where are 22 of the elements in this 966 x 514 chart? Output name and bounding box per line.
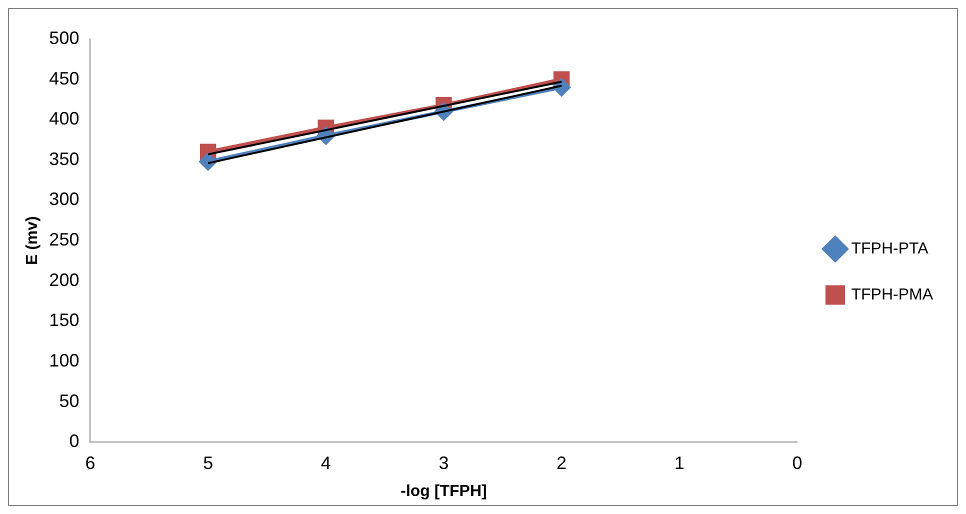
- y-tick-label: 350: [49, 148, 80, 169]
- x-axis-title: -log [TFPH]: [400, 482, 487, 500]
- x-tick-label: 0: [792, 452, 802, 473]
- x-tick-label: 5: [203, 452, 214, 473]
- y-tick-label: 200: [49, 270, 80, 290]
- y-tick-label: 100: [49, 350, 80, 371]
- y-tick-label: 150: [49, 310, 80, 330]
- legend-label: TFPH-PMA: [851, 286, 934, 304]
- y-tick-label: 0: [69, 431, 80, 452]
- x-tick-label: 4: [320, 452, 331, 473]
- y-tick-label: 400: [49, 108, 80, 129]
- y-axis-title: E (mv): [24, 216, 42, 266]
- x-tick-label: 6: [85, 452, 96, 473]
- legend-label: TFPH-PTA: [851, 240, 929, 258]
- y-tick-label: 500: [49, 28, 80, 48]
- y-tick-label: 50: [59, 390, 80, 411]
- y-tick-label: 300: [49, 189, 80, 210]
- y-tick-label: 250: [49, 230, 80, 250]
- y-tick-label: 450: [49, 68, 80, 88]
- x-tick-label: 1: [674, 452, 684, 473]
- x-tick-label: 3: [438, 452, 449, 473]
- x-tick-label: 2: [556, 452, 567, 473]
